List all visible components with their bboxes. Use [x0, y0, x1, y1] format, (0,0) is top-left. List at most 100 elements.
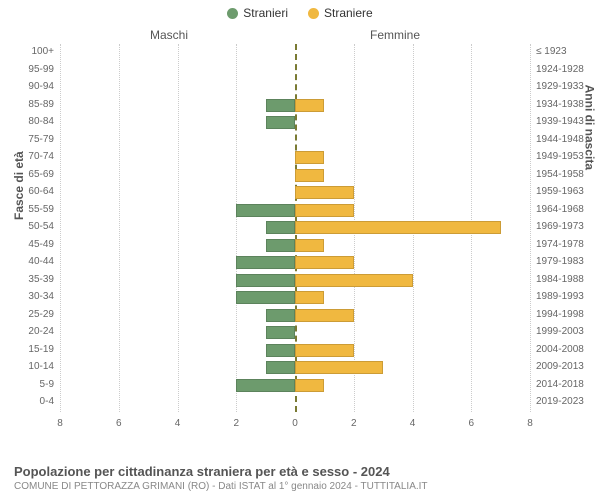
x-tick: 2: [351, 418, 357, 429]
x-tick: 6: [468, 418, 474, 429]
legend-label-female: Straniere: [324, 6, 373, 20]
x-tick: 0: [292, 418, 298, 429]
birth-label: 1944-1948: [530, 134, 584, 145]
pyramid-row: 60-641959-1963: [60, 184, 530, 202]
x-tick: 8: [57, 418, 63, 429]
age-label: 20-24: [28, 326, 60, 337]
pyramid-row: 90-941929-1933: [60, 79, 530, 97]
pyramid-row: 75-791944-1948: [60, 132, 530, 150]
birth-label: 1934-1938: [530, 99, 584, 110]
bar-female: [295, 239, 324, 252]
legend-label-male: Stranieri: [243, 6, 288, 20]
bar-male: [266, 239, 295, 252]
birth-label: 1979-1983: [530, 256, 584, 267]
bar-male: [236, 379, 295, 392]
pyramid-row: 95-991924-1928: [60, 62, 530, 80]
bar-female: [295, 221, 501, 234]
bar-female: [295, 379, 324, 392]
x-tick: 6: [116, 418, 122, 429]
age-label: 45-49: [28, 239, 60, 250]
birth-label: 1959-1963: [530, 186, 584, 197]
age-label: 100+: [31, 46, 60, 57]
age-label: 65-69: [28, 169, 60, 180]
age-label: 25-29: [28, 309, 60, 320]
age-label: 35-39: [28, 274, 60, 285]
pyramid-row: 85-891934-1938: [60, 97, 530, 115]
y-axis-title-right: Anni di nascita: [582, 85, 596, 170]
pyramid-row: 25-291994-1998: [60, 307, 530, 325]
bar-female: [295, 309, 354, 322]
birth-label: 1969-1973: [530, 221, 584, 232]
birth-label: 1929-1933: [530, 81, 584, 92]
age-label: 5-9: [40, 379, 60, 390]
birth-label: 1964-1968: [530, 204, 584, 215]
pyramid-row: 100+≤ 1923: [60, 44, 530, 62]
pyramid-row: 70-741949-1953: [60, 149, 530, 167]
bar-male: [236, 291, 295, 304]
pyramid-row: 50-541969-1973: [60, 219, 530, 237]
label-femmine: Femmine: [370, 28, 420, 42]
age-label: 95-99: [28, 64, 60, 75]
bar-male: [266, 116, 295, 129]
pyramid-row: 55-591964-1968: [60, 202, 530, 220]
birth-label: 2004-2008: [530, 344, 584, 355]
age-label: 60-64: [28, 186, 60, 197]
age-label: 15-19: [28, 344, 60, 355]
pyramid-row: 10-142009-2013: [60, 359, 530, 377]
pyramid-row: 30-341989-1993: [60, 289, 530, 307]
bar-female: [295, 169, 324, 182]
bar-male: [266, 344, 295, 357]
birth-label: 2009-2013: [530, 361, 584, 372]
age-label: 40-44: [28, 256, 60, 267]
pyramid-plot: 8 6 4 2 0 2 4 6 8 100+≤ 192395-991924-192890-941…: [60, 44, 530, 434]
bar-female: [295, 186, 354, 199]
x-axis: 8 6 4 2 0 2 4 6 8: [60, 414, 530, 434]
bar-female: [295, 99, 324, 112]
birth-label: 1974-1978: [530, 239, 584, 250]
age-label: 0-4: [40, 396, 60, 407]
chart-footer: Popolazione per cittadinanza straniera p…: [14, 464, 428, 492]
bar-male: [266, 309, 295, 322]
x-tick: 4: [410, 418, 416, 429]
birth-label: 2014-2018: [530, 379, 584, 390]
bar-male: [266, 361, 295, 374]
label-maschi: Maschi: [150, 28, 188, 42]
pyramid-row: 35-391984-1988: [60, 272, 530, 290]
age-label: 80-84: [28, 116, 60, 127]
bar-female: [295, 274, 413, 287]
pyramid-row: 80-841939-1943: [60, 114, 530, 132]
pyramid-row: 15-192004-2008: [60, 342, 530, 360]
birth-label: 1984-1988: [530, 274, 584, 285]
pyramid-row: 65-691954-1958: [60, 167, 530, 185]
bar-female: [295, 204, 354, 217]
pyramid-row: 40-441979-1983: [60, 254, 530, 272]
chart-subtitle: COMUNE DI PETTORAZZA GRIMANI (RO) - Dati…: [14, 481, 428, 492]
bar-male: [266, 221, 295, 234]
birth-label: ≤ 1923: [530, 46, 567, 57]
birth-label: 1949-1953: [530, 151, 584, 162]
x-tick: 2: [233, 418, 239, 429]
bar-male: [236, 274, 295, 287]
x-tick: 4: [175, 418, 181, 429]
age-label: 10-14: [28, 361, 60, 372]
pyramid-row: 45-491974-1978: [60, 237, 530, 255]
pyramid-row: 5-92014-2018: [60, 377, 530, 395]
y-axis-title-left: Fasce di età: [12, 151, 26, 220]
bar-male: [236, 204, 295, 217]
bar-female: [295, 291, 324, 304]
bar-female: [295, 361, 383, 374]
birth-label: 1939-1943: [530, 116, 584, 127]
age-label: 90-94: [28, 81, 60, 92]
birth-label: 2019-2023: [530, 396, 584, 407]
age-label: 30-34: [28, 291, 60, 302]
age-label: 75-79: [28, 134, 60, 145]
x-tick: 8: [527, 418, 533, 429]
birth-label: 1989-1993: [530, 291, 584, 302]
pyramid-row: 0-42019-2023: [60, 394, 530, 412]
age-label: 85-89: [28, 99, 60, 110]
bar-male: [266, 99, 295, 112]
age-label: 50-54: [28, 221, 60, 232]
bar-male: [266, 326, 295, 339]
birth-label: 1924-1928: [530, 64, 584, 75]
pyramid-row: 20-241999-2003: [60, 324, 530, 342]
